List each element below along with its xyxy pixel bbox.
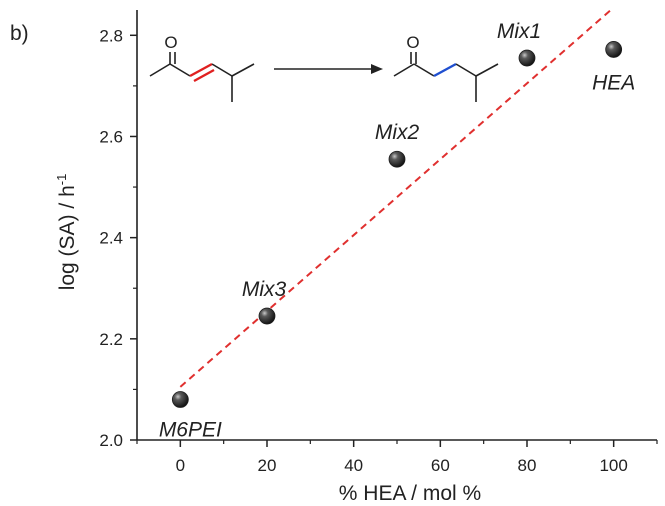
product-bond [393, 63, 415, 77]
reaction-scheme: O O [149, 33, 499, 102]
x-tick-label: 100 [599, 456, 627, 475]
panel-label: b) [10, 22, 29, 45]
y-tick-label: 2.4 [99, 229, 123, 248]
x-tick-label: 80 [518, 456, 537, 475]
reactant-bond [211, 63, 233, 77]
product-bond [413, 63, 435, 77]
fit-line-group [179, 6, 615, 388]
reactant-double-bond [189, 62, 213, 78]
data-point [518, 49, 536, 67]
data-point-label: HEA [592, 71, 635, 94]
y-axis-title-superscript: -1 [54, 174, 69, 186]
product-structure: O [393, 33, 499, 102]
data-point-label: M6PEI [159, 419, 222, 442]
reactant-bond [169, 63, 191, 77]
reactant-oxygen-label: O [164, 33, 177, 52]
data-point-label: Mix1 [497, 20, 541, 43]
reactant-structure: O [149, 33, 255, 102]
data-point [258, 307, 276, 325]
data-point [171, 391, 189, 408]
data-point-label: Mix2 [375, 121, 420, 144]
x-tick-label: 20 [258, 456, 277, 475]
data-point-label: Mix3 [242, 278, 287, 301]
x-tick-label: 40 [344, 456, 363, 475]
reactant-bond [149, 63, 171, 77]
y-tick-label: 2.6 [99, 127, 123, 146]
data-point [388, 150, 406, 168]
y-tick-label: 2.2 [99, 330, 123, 349]
y-ticks: 2.0 2.2 2.4 2.6 2.8 [99, 26, 137, 450]
y-tick-label: 2.8 [99, 26, 123, 45]
arrow-head [371, 64, 383, 74]
product-bond [455, 63, 477, 77]
y-tick-label: 2.0 [99, 431, 123, 450]
x-tick-label: 0 [176, 456, 185, 475]
data-point [605, 41, 623, 58]
x-tick-label: 60 [431, 456, 450, 475]
data-point-labels: M6PEI Mix3 Mix2 Mix1 HEA [159, 20, 635, 441]
y-axis-title-main: log (SA) / h [56, 185, 79, 290]
fit-line [179, 6, 615, 388]
x-ticks: 0 20 40 60 80 100 [136, 440, 658, 475]
reactant-bond [231, 63, 255, 77]
product-saturated-bond [433, 62, 457, 78]
x-axis-title: % HEA / mol % [339, 482, 481, 505]
data-points [171, 41, 623, 408]
product-bond [475, 63, 499, 77]
reactant-double-bond [193, 68, 215, 83]
product-oxygen-label: O [406, 33, 419, 52]
y-axis-title: log (SA) / h-1 [54, 174, 79, 291]
reaction-arrow [274, 64, 383, 74]
